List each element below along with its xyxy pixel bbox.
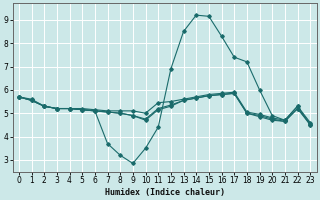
X-axis label: Humidex (Indice chaleur): Humidex (Indice chaleur) [105, 188, 225, 197]
